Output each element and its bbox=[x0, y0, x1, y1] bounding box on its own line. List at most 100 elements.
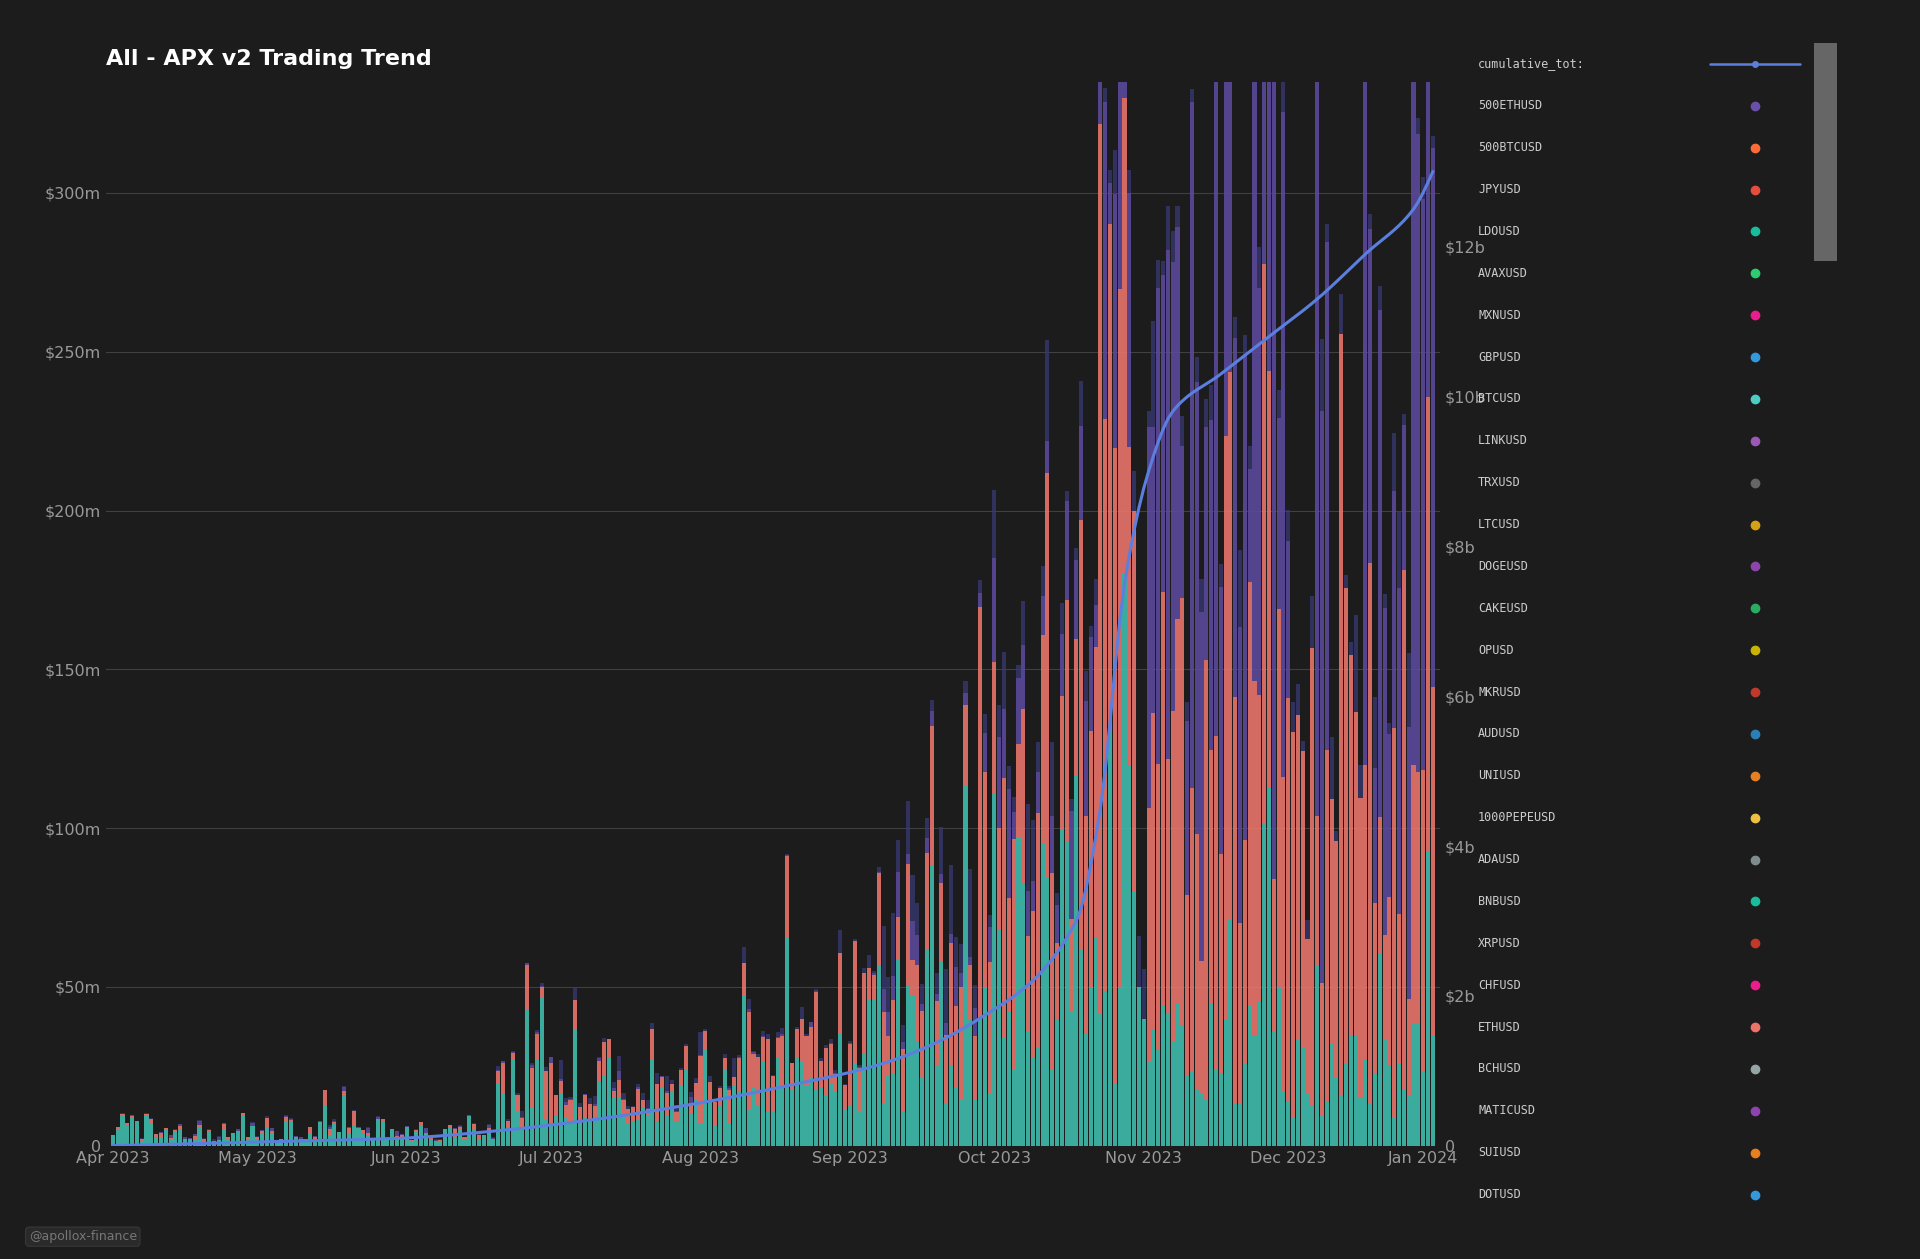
Bar bbox=[684, 1044, 687, 1045]
Bar bbox=[597, 1083, 601, 1146]
Bar bbox=[641, 1108, 645, 1146]
Bar bbox=[684, 1070, 687, 1146]
Bar bbox=[367, 1134, 371, 1146]
Bar bbox=[910, 875, 914, 922]
Bar bbox=[140, 1139, 144, 1141]
Text: AVAXUSD: AVAXUSD bbox=[1478, 267, 1528, 279]
Bar bbox=[977, 579, 981, 593]
Bar bbox=[1350, 655, 1354, 1036]
Bar bbox=[641, 1100, 645, 1108]
Bar bbox=[169, 1138, 173, 1141]
Bar bbox=[1334, 841, 1338, 1078]
Bar bbox=[1006, 899, 1012, 1012]
Bar bbox=[747, 1011, 751, 1109]
Bar bbox=[1252, 47, 1256, 58]
Bar bbox=[877, 867, 881, 872]
Bar bbox=[760, 1061, 766, 1146]
Bar bbox=[670, 1080, 674, 1084]
Bar bbox=[290, 1122, 294, 1146]
Bar bbox=[1309, 648, 1315, 1105]
Bar bbox=[348, 1128, 351, 1134]
Bar bbox=[839, 953, 843, 1034]
Bar bbox=[134, 1122, 138, 1146]
Bar bbox=[877, 964, 881, 1146]
Bar bbox=[1290, 701, 1296, 733]
Bar bbox=[804, 1036, 808, 1085]
Text: AUDUSD: AUDUSD bbox=[1478, 728, 1521, 740]
Bar bbox=[250, 1126, 255, 1146]
Bar bbox=[900, 1049, 904, 1113]
Bar bbox=[1069, 799, 1073, 811]
Bar bbox=[144, 1114, 148, 1115]
Bar bbox=[1417, 772, 1421, 1022]
Bar bbox=[1012, 1070, 1016, 1146]
Bar bbox=[1252, 681, 1256, 1035]
Bar bbox=[1156, 261, 1160, 287]
Bar bbox=[202, 1139, 207, 1141]
Bar bbox=[916, 964, 920, 1042]
Bar bbox=[945, 1104, 948, 1146]
Bar bbox=[829, 1084, 833, 1146]
Bar bbox=[795, 1029, 799, 1058]
Bar bbox=[968, 957, 972, 966]
Bar bbox=[1079, 427, 1083, 520]
Bar bbox=[916, 903, 920, 935]
Bar bbox=[958, 973, 962, 987]
Bar bbox=[1108, 183, 1112, 224]
Bar bbox=[660, 1087, 664, 1146]
Bar bbox=[732, 1085, 735, 1146]
Bar bbox=[1171, 262, 1175, 710]
Bar bbox=[872, 974, 876, 1000]
Bar bbox=[674, 1122, 678, 1146]
Bar bbox=[785, 856, 789, 938]
Bar bbox=[1219, 854, 1223, 1074]
Bar bbox=[616, 1055, 620, 1071]
Bar bbox=[1421, 1073, 1425, 1146]
Bar bbox=[655, 1073, 659, 1084]
Bar bbox=[954, 1006, 958, 1088]
Bar bbox=[1223, 1020, 1227, 1146]
Bar bbox=[230, 1133, 236, 1146]
Bar bbox=[192, 1139, 196, 1146]
Bar bbox=[1248, 582, 1252, 1006]
Bar bbox=[708, 1083, 712, 1099]
Bar bbox=[198, 1124, 202, 1128]
Bar bbox=[1359, 765, 1363, 798]
Bar bbox=[891, 976, 895, 1001]
Bar bbox=[1233, 337, 1236, 696]
Bar bbox=[1223, 0, 1227, 436]
Bar bbox=[1181, 446, 1185, 598]
Bar bbox=[925, 854, 929, 949]
Bar bbox=[718, 1088, 722, 1105]
Bar bbox=[741, 947, 747, 963]
Text: GBPUSD: GBPUSD bbox=[1478, 350, 1521, 364]
Bar bbox=[1363, 1060, 1367, 1146]
Bar bbox=[1194, 835, 1198, 1089]
Bar bbox=[284, 1114, 288, 1117]
Bar bbox=[505, 1121, 511, 1127]
Bar bbox=[910, 996, 914, 1146]
Bar bbox=[993, 793, 996, 1146]
Bar bbox=[881, 925, 885, 988]
Bar bbox=[1267, 0, 1271, 371]
Bar bbox=[409, 1139, 413, 1142]
Bar bbox=[770, 1112, 776, 1146]
Bar bbox=[169, 1141, 173, 1146]
Bar bbox=[751, 1054, 756, 1087]
Bar bbox=[849, 1105, 852, 1146]
Bar bbox=[1123, 0, 1127, 98]
Bar bbox=[1041, 565, 1044, 596]
Bar bbox=[829, 1039, 833, 1044]
Bar bbox=[530, 1108, 534, 1146]
Bar bbox=[1012, 797, 1016, 812]
Bar bbox=[954, 967, 958, 1006]
Bar bbox=[799, 1019, 804, 1061]
Bar bbox=[1079, 949, 1083, 1146]
Bar bbox=[1194, 1089, 1198, 1146]
Bar bbox=[1031, 1058, 1035, 1146]
Bar bbox=[396, 1136, 399, 1141]
Bar bbox=[776, 1059, 780, 1146]
Bar bbox=[872, 1000, 876, 1146]
Bar bbox=[163, 1129, 167, 1146]
Bar bbox=[1146, 427, 1150, 808]
